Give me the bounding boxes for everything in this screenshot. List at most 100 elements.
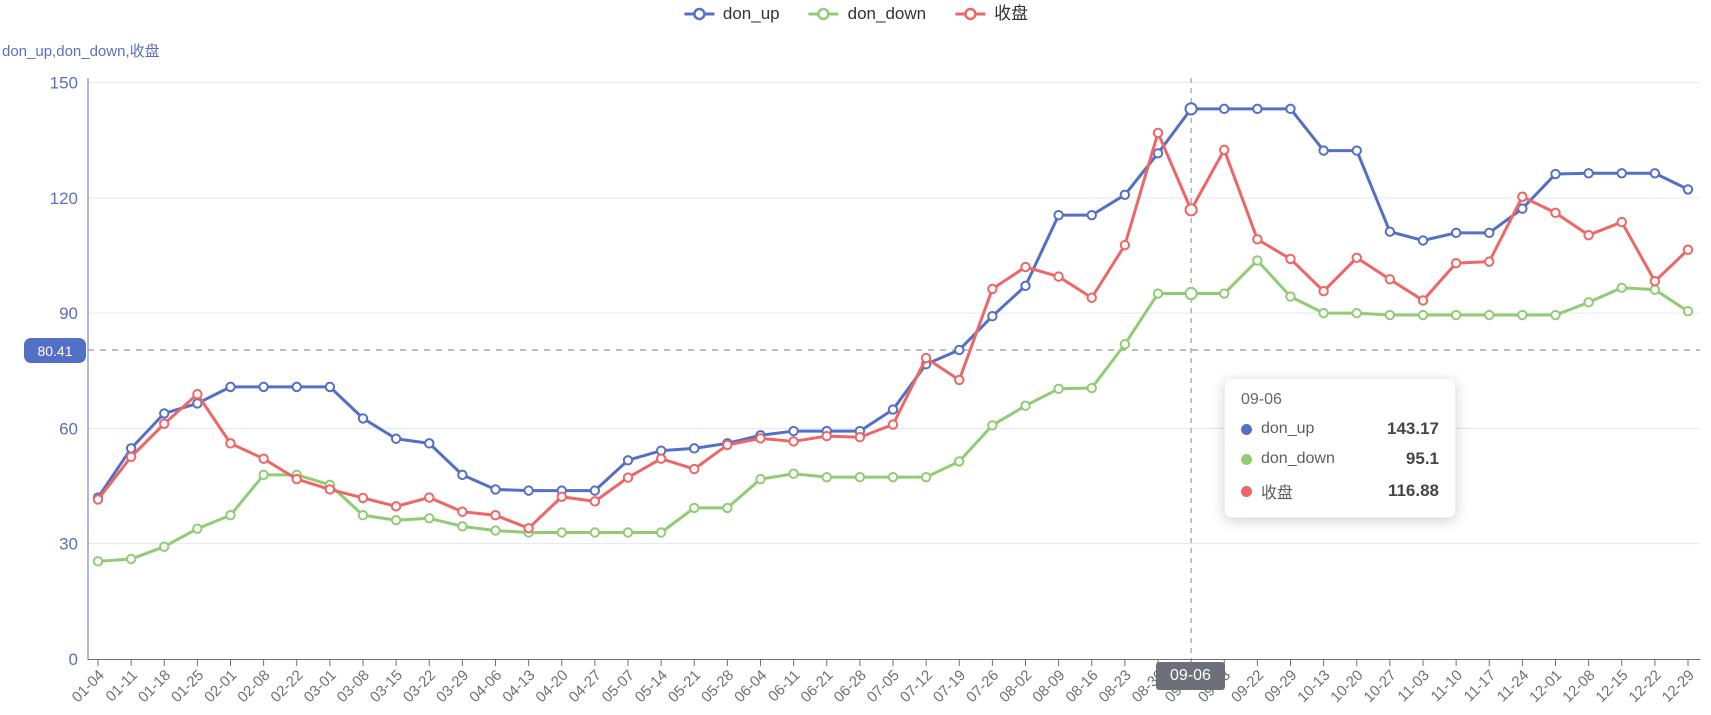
data-point-收盘 bbox=[1351, 252, 1362, 263]
data-point-don_down bbox=[1285, 291, 1296, 302]
y-axis-title: don_up,don_down,收盘 bbox=[2, 43, 160, 60]
tooltip-row: don_up 143.17 bbox=[1241, 419, 1439, 439]
data-point-收盘 bbox=[324, 484, 336, 495]
legend-item-don-up[interactable]: don_up bbox=[683, 3, 780, 25]
data-point-don_up bbox=[1517, 203, 1528, 214]
data-point-收盘 bbox=[1417, 295, 1429, 306]
x-tick-label: 11-03 bbox=[1394, 667, 1432, 705]
data-point-收盘 bbox=[1219, 144, 1230, 156]
data-point-don_up bbox=[1550, 168, 1561, 180]
data-point-don_up bbox=[1484, 227, 1495, 239]
data-point-don_up bbox=[1682, 184, 1694, 195]
data-point-don_down bbox=[1086, 382, 1097, 394]
x-tick-label: 03-22 bbox=[400, 667, 439, 706]
data-point-don_up bbox=[523, 485, 534, 496]
data-point-don_down bbox=[192, 523, 203, 534]
data-point-don_up bbox=[1417, 235, 1429, 246]
legend-item-don-down[interactable]: don_down bbox=[808, 3, 926, 25]
data-point-don_down bbox=[390, 515, 402, 526]
data-point-收盘 bbox=[225, 438, 236, 449]
data-point-收盘 bbox=[1152, 127, 1164, 139]
data-point-don_down bbox=[1484, 309, 1495, 321]
data-point-don_up bbox=[1285, 103, 1296, 115]
x-tick-label: 03-29 bbox=[433, 667, 472, 706]
x-tick-label: 07-26 bbox=[963, 667, 1002, 706]
data-point-don_up bbox=[1086, 209, 1097, 221]
data-point-don_down bbox=[821, 471, 832, 483]
x-tick-label: 08-02 bbox=[996, 667, 1035, 706]
data-point-don_down bbox=[225, 510, 236, 521]
legend-label: don_up bbox=[722, 4, 780, 23]
data-point-收盘 bbox=[258, 453, 269, 464]
data-point-收盘 bbox=[1484, 256, 1495, 267]
data-point-don_up bbox=[788, 425, 799, 437]
data-point-don_up bbox=[1649, 168, 1661, 179]
data-point-don_up bbox=[987, 310, 998, 322]
y-tick-label: 60 bbox=[59, 419, 78, 438]
x-tick-label: 12-29 bbox=[1659, 667, 1698, 706]
legend-item-shoupan[interactable]: 收盘 bbox=[954, 3, 1028, 25]
data-point-don_down bbox=[1517, 309, 1528, 321]
data-point-收盘 bbox=[821, 430, 832, 442]
data-point-收盘 bbox=[854, 432, 866, 443]
data-point-don_up bbox=[689, 443, 700, 454]
y-tick-label: 120 bbox=[50, 189, 78, 208]
data-point-don_down bbox=[1252, 255, 1263, 266]
data-point-don_down bbox=[920, 471, 932, 483]
data-point-don_up bbox=[589, 485, 601, 496]
data-point-收盘 bbox=[1086, 292, 1097, 303]
data-point-don_up bbox=[1219, 103, 1230, 115]
data-point-don_up bbox=[457, 469, 468, 481]
data-point-don_up bbox=[1318, 145, 1329, 156]
data-point-收盘 bbox=[556, 491, 567, 502]
data-point-don_down bbox=[357, 510, 369, 521]
data-point-don_down bbox=[1384, 309, 1396, 321]
data-point-don_up bbox=[390, 433, 402, 444]
data-point-收盘 bbox=[788, 436, 799, 447]
data-point-收盘 bbox=[1649, 276, 1661, 287]
data-point-收盘 bbox=[755, 433, 766, 444]
chart-legend: don_up don_down 收盘 bbox=[683, 3, 1028, 25]
data-point-收盘 bbox=[1550, 207, 1561, 219]
x-tick-label: 12-08 bbox=[1559, 667, 1598, 706]
data-point-don_down bbox=[954, 456, 965, 467]
data-point-收盘 bbox=[954, 374, 965, 386]
data-point-收盘 bbox=[357, 492, 369, 504]
data-point-收盘 bbox=[1184, 203, 1198, 217]
data-point-don_down bbox=[589, 527, 601, 538]
data-point-don_down bbox=[1583, 297, 1594, 308]
x-tick-label: 11-17 bbox=[1461, 667, 1499, 705]
y-tick-label: 0 bbox=[69, 650, 78, 669]
data-point-don_down bbox=[159, 541, 170, 552]
tooltip-row: don_down 95.1 bbox=[1241, 449, 1439, 469]
x-tick-label: 12-22 bbox=[1626, 667, 1665, 706]
x-tick-label: 03-08 bbox=[334, 667, 373, 706]
data-point-收盘 bbox=[655, 453, 667, 464]
x-tick-label: 04-06 bbox=[466, 667, 505, 706]
x-tick-label: 03-15 bbox=[367, 667, 406, 706]
x-tick-label: 04-20 bbox=[532, 667, 571, 706]
x-tick-label: 11-24 bbox=[1494, 667, 1532, 705]
x-tick-label: 05-14 bbox=[632, 667, 671, 706]
data-point-收盘 bbox=[1517, 191, 1528, 202]
data-point-收盘 bbox=[1583, 229, 1594, 241]
x-tick-label: 06-21 bbox=[797, 667, 836, 706]
x-tick-label: 08-09 bbox=[1029, 667, 1068, 706]
data-point-don_down bbox=[1219, 288, 1230, 299]
x-tick-label: 08-23 bbox=[1096, 667, 1135, 706]
data-point-收盘 bbox=[722, 439, 733, 451]
data-point-don_up bbox=[1351, 145, 1362, 156]
data-point-收盘 bbox=[1616, 216, 1627, 228]
data-point-don_down bbox=[1053, 383, 1064, 395]
x-tick-label: 08-16 bbox=[1062, 667, 1101, 706]
x-tick-label: 07-19 bbox=[930, 667, 969, 706]
x-tick-label: 12-15 bbox=[1592, 667, 1631, 706]
legend-line-marker-icon bbox=[808, 7, 839, 21]
data-point-don_down bbox=[854, 471, 866, 483]
data-point-don_up bbox=[357, 413, 369, 424]
data-point-don_up bbox=[1450, 227, 1462, 239]
data-point-don_down bbox=[987, 420, 998, 431]
tooltip-series-value: 116.88 bbox=[1387, 481, 1439, 500]
